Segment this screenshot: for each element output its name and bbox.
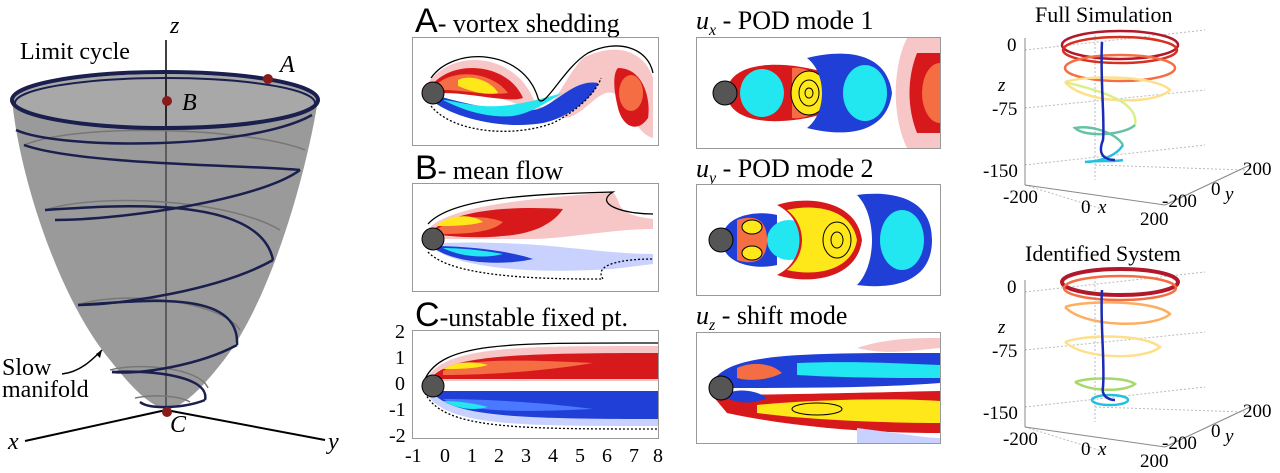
z-axis-label: z [998,317,1006,338]
y-tick: 0 [395,373,405,395]
full-simulation-title: Full Simulation [1035,2,1173,27]
x-tick: 4 [548,445,558,467]
y-tick: -2 [389,425,406,447]
y-tick: -1 [389,399,406,421]
x-tick: 0 [1081,197,1091,218]
x-tick: 7 [629,445,639,467]
x-tick: 2 [494,445,504,467]
identified-system-title: Identified System [1025,241,1181,266]
slow-label-line2: manifold [2,377,89,403]
y-tick: 200 [1243,401,1272,422]
panel-c-title: C-unstable fixed pt. [415,296,629,334]
mode-3-title: uz - shift mode [696,301,848,335]
pod-mode-1-plot [696,37,941,149]
vortex-shedding-plot [412,37,659,146]
x-tick: -1 [405,445,422,467]
limit-cycle-label: Limit cycle [20,39,130,65]
y-axis-label: y [328,429,339,455]
x-tick: 8 [653,445,663,467]
slow-manifold-panel: Limit cycle z A B C Slow manifold x y [0,0,380,473]
x-tick: -200 [1003,429,1038,450]
y-axis-label: y [1225,426,1234,447]
shift-mode-plot [696,332,941,444]
z-tick: 0 [1007,35,1017,56]
point-a-marker [263,74,273,84]
y-tick: 200 [1243,159,1272,180]
x-axis-label: x [1098,439,1107,460]
trajectory-plots-column: Full Simulation 0 z -75 -150 -200 0 x 20… [965,0,1280,473]
x-tick: -200 [1003,187,1038,208]
panel-a-title: A- vortex shedding [415,2,620,40]
flow-snapshots-column: A- vortex shedding B- mean flow [389,0,695,473]
mode-1-title: ux - POD mode 1 [696,6,874,40]
x-tick: 0 [440,445,450,467]
z-axis-label: z [998,75,1006,96]
x-tick: 1 [467,445,477,467]
y-tick: -200 [1162,433,1197,454]
z-tick: -150 [983,161,1018,182]
point-b-label: B [182,90,197,116]
mode-2-title: uy - POD mode 2 [696,154,874,188]
y-tick: 0 [1211,421,1221,442]
x-axis-label: x [8,429,19,455]
y-tick: 1 [395,347,405,369]
y-tick: 2 [395,321,405,343]
panel-b-title: B- mean flow [415,149,564,187]
full-simulation-plot [1024,29,1251,211]
unstable-fixed-point-plot [412,330,659,439]
x-tick: 6 [602,445,612,467]
x-tick: 200 [1140,209,1169,230]
pod-mode-2-plot [696,184,941,296]
point-c-marker [162,407,172,417]
x-tick: 3 [521,445,531,467]
point-c-label: C [170,412,187,438]
z-axis-label: z [170,13,180,39]
x-axis-label: x [1098,197,1107,218]
slow-label-line1: Slow [2,355,52,381]
mean-flow-plot [412,183,659,292]
y-tick: -200 [1162,191,1197,212]
y-tick: 0 [1211,179,1221,200]
z-tick: -75 [992,341,1018,362]
x-tick: 200 [1140,451,1169,472]
x-tick: 0 [1081,439,1091,460]
paraboloid-diagram [10,40,326,442]
y-axis-label: y [1225,184,1234,205]
point-a-label: A [280,52,295,78]
x-tick: 5 [575,445,585,467]
z-tick: -150 [983,403,1018,424]
z-tick: -75 [992,99,1018,120]
pod-modes-column: ux - POD mode 1 uy - POD mode 2 [690,0,960,473]
identified-system-plot [1024,267,1251,453]
z-tick: 0 [1007,277,1017,298]
point-b-marker [162,96,172,106]
